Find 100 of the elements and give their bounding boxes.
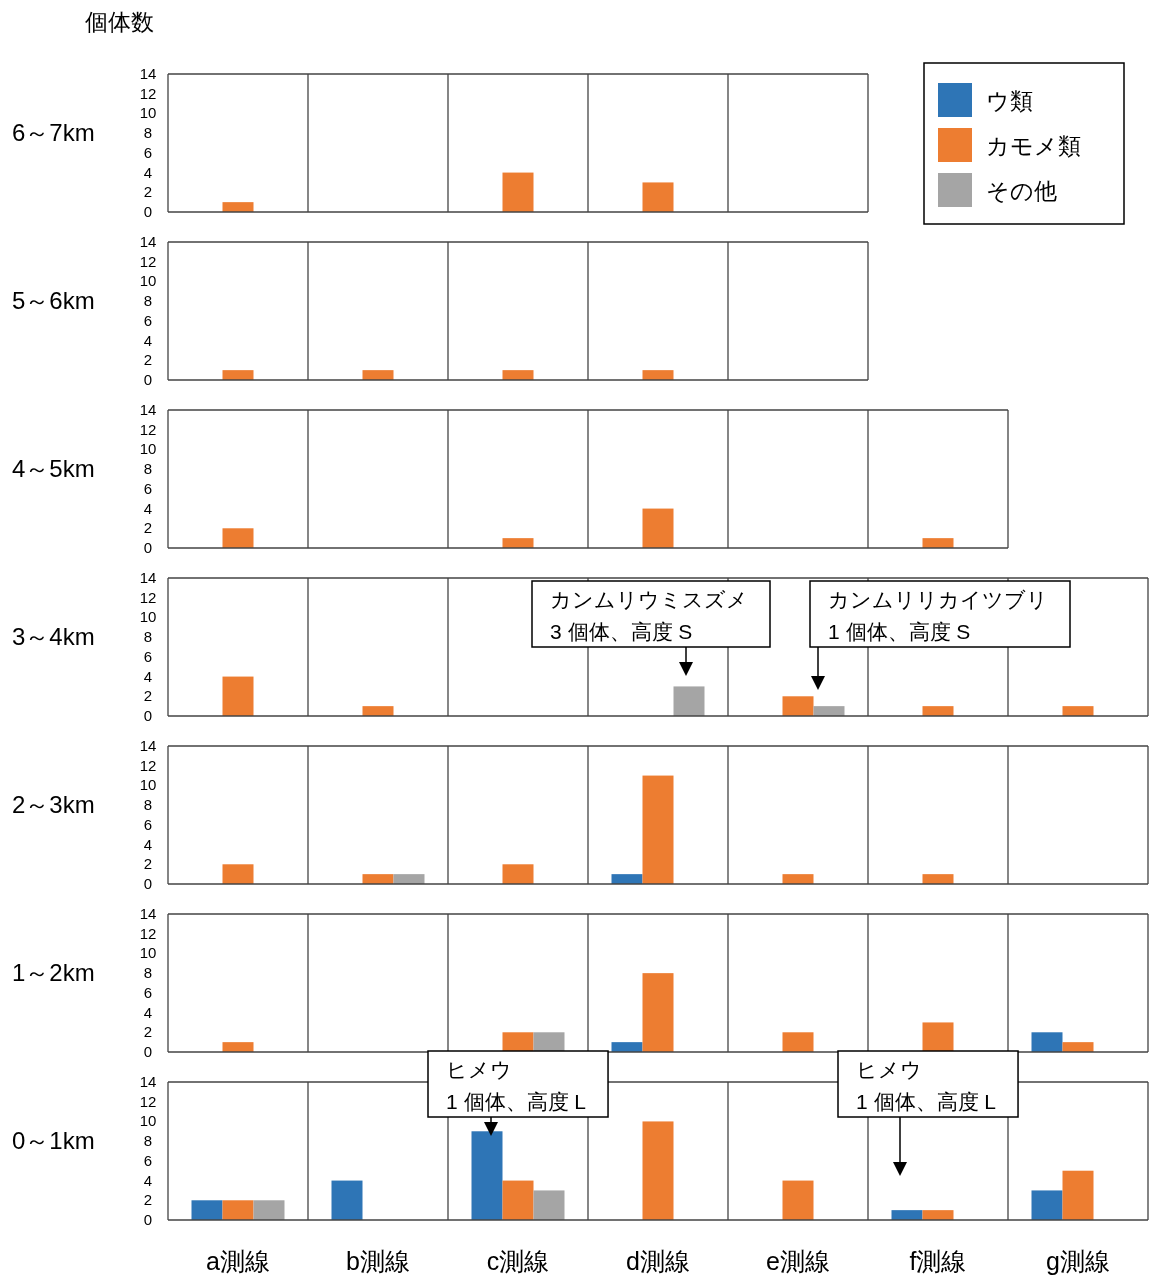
legend-label: その他 — [986, 178, 1057, 204]
y-tick-label: 2 — [143, 1191, 153, 1209]
y-tick-label: 2 — [143, 519, 153, 537]
bar — [782, 1180, 814, 1220]
y-tick-label: 14 — [139, 905, 157, 922]
bar — [222, 864, 254, 884]
y-axis-title: 1～2km — [12, 959, 95, 986]
y-tick-label: 0 — [143, 875, 153, 892]
bar — [611, 874, 643, 884]
y-tick-label: 14 — [139, 401, 157, 418]
y-tick-label: 12 — [139, 84, 157, 102]
x-tick-label: b測線 — [346, 1247, 410, 1275]
y-tick-label: 4 — [143, 163, 153, 181]
annotation: ヒメウ 1 個体、高度 L — [446, 1058, 587, 1113]
bar — [922, 538, 954, 548]
bar — [1031, 1032, 1063, 1052]
y-tick-label: 8 — [143, 628, 153, 646]
y-tick-label: 2 — [143, 351, 153, 369]
x-tick-label: g測線 — [1046, 1247, 1110, 1275]
y-tick-label: 0 — [143, 1043, 153, 1060]
y-tick-label: 4 — [143, 499, 153, 517]
y-axis-title: 6～7km — [12, 119, 95, 146]
y-tick-label: 2 — [143, 1023, 153, 1041]
note-box: カンムリリカイツブリ 1 個体、高度 S — [809, 580, 1071, 648]
bar — [222, 528, 254, 548]
y-axis-title: 0～1km — [12, 1127, 95, 1154]
y-tick-label: 10 — [139, 944, 157, 962]
x-tick-label: e測線 — [766, 1247, 830, 1275]
bar — [813, 706, 845, 716]
note-box: ヒメウ 1 個体、高度 L — [837, 1050, 1019, 1118]
chart-title: 個体数 — [85, 9, 154, 35]
y-tick-label: 4 — [143, 331, 153, 349]
y-tick-label: 0 — [143, 203, 153, 220]
y-tick-label: 8 — [143, 1132, 153, 1150]
y-tick-label: 0 — [143, 707, 153, 724]
bar — [642, 973, 674, 1052]
y-tick-label: 2 — [143, 183, 153, 201]
y-tick-label: 6 — [143, 647, 153, 665]
y-tick-label: 6 — [143, 311, 153, 329]
bar — [393, 874, 425, 884]
y-tick-label: 0 — [143, 1211, 153, 1228]
bar — [222, 202, 254, 212]
x-tick-label: d測線 — [626, 1247, 690, 1275]
y-tick-label: 10 — [139, 608, 157, 626]
bar — [253, 1200, 285, 1220]
bar — [1062, 706, 1094, 716]
bar — [1062, 1042, 1094, 1052]
y-tick-label: 14 — [139, 233, 157, 250]
x-tick-label: a測線 — [206, 1247, 270, 1275]
y-tick-label: 6 — [143, 479, 153, 497]
y-axis-title: 4～5km — [12, 455, 95, 482]
y-tick-label: 14 — [139, 1073, 157, 1090]
y-tick-label: 8 — [143, 964, 153, 982]
y-tick-label: 12 — [139, 1092, 157, 1110]
y-tick-label: 10 — [139, 440, 157, 458]
legend-label: カモメ類 — [986, 133, 1081, 159]
y-tick-label: 14 — [139, 65, 157, 82]
y-tick-label: 8 — [143, 460, 153, 478]
bar — [782, 696, 814, 716]
bar — [222, 1042, 254, 1052]
note-box: ヒメウ 1 個体、高度 L — [427, 1050, 609, 1118]
y-axis-title: 3～4km — [12, 623, 95, 650]
y-tick-label: 8 — [143, 796, 153, 814]
x-tick-label: f測線 — [909, 1247, 967, 1275]
bar — [502, 1032, 534, 1052]
bar — [502, 538, 534, 548]
annotation: カンムリウミスズメ 3 個体、高度 S — [550, 588, 748, 643]
y-tick-label: 10 — [139, 104, 157, 122]
y-tick-label: 8 — [143, 124, 153, 142]
y-tick-label: 10 — [139, 272, 157, 290]
y-axis-title: 5～6km — [12, 287, 95, 314]
y-tick-label: 12 — [139, 924, 157, 942]
bar — [642, 775, 674, 884]
bar — [891, 1210, 923, 1220]
bar — [533, 1190, 565, 1220]
bar — [642, 508, 674, 548]
bar — [611, 1042, 643, 1052]
y-tick-label: 12 — [139, 420, 157, 438]
y-tick-label: 6 — [143, 143, 153, 161]
bar — [222, 676, 254, 716]
bar — [922, 1022, 954, 1052]
y-tick-label: 12 — [139, 252, 157, 270]
y-tick-label: 6 — [143, 983, 153, 1001]
annotation: カンムリリカイツブリ 1 個体、高度 S — [828, 588, 1048, 643]
y-axis-title: 2～3km — [12, 791, 95, 818]
y-tick-label: 10 — [139, 776, 157, 794]
y-tick-label: 12 — [139, 756, 157, 774]
y-tick-label: 10 — [139, 1112, 157, 1130]
y-tick-label: 0 — [143, 371, 153, 388]
bar — [642, 1121, 674, 1220]
bar — [191, 1200, 223, 1220]
legend-label: ウ類 — [986, 88, 1033, 114]
bar — [922, 706, 954, 716]
bar — [502, 1180, 534, 1220]
y-tick-label: 4 — [143, 667, 153, 685]
y-tick-label: 2 — [143, 687, 153, 705]
bar — [502, 864, 534, 884]
y-tick-label: 14 — [139, 569, 157, 586]
x-tick-label: c測線 — [486, 1247, 550, 1275]
bar — [502, 172, 534, 212]
